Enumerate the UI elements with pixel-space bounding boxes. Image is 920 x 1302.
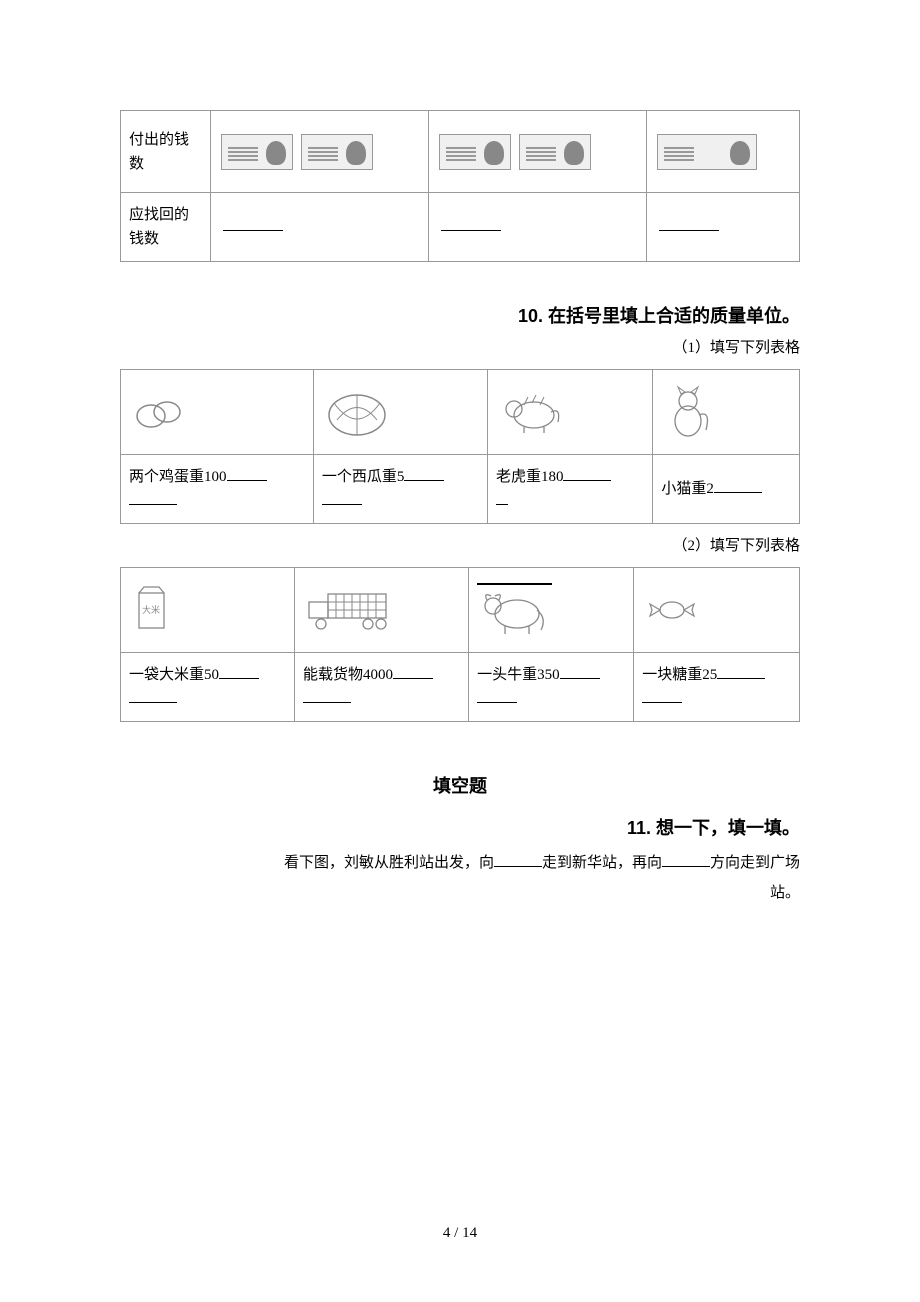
blank-input [219,664,259,679]
cell-rice-icon: 大米 [121,568,295,653]
tiger-icon [496,387,566,437]
q10-part2-label: （2）填写下列表格 [120,534,800,555]
blank-input [404,466,444,481]
cell-cow-text: 一头牛重350 [469,653,634,722]
truck-icon [303,588,393,633]
blank-input [717,664,765,679]
cell-candy-icon [634,568,800,653]
cell-cat-text: 小猫重2 [653,455,800,524]
text-prefix: 能载货物4000 [303,667,393,683]
blank-input [129,490,177,505]
cell-truck-text: 能载货物4000 [295,653,469,722]
table-row: 两个鸡蛋重100 一个西瓜重5 老虎重180 小猫重2 [121,455,800,524]
text-prefix: 两个鸡蛋重100 [129,469,227,485]
change-cell-2 [429,193,647,262]
cell-eggs-text: 两个鸡蛋重100 [121,455,314,524]
banknote-icon [657,134,757,170]
text-prefix: 一块糖重25 [642,667,717,683]
banknote-icon [519,134,591,170]
blank-input [714,478,762,493]
cell-cow-icon [469,568,634,653]
cell-watermelon-icon [313,370,487,455]
q11-body: 看下图，刘敏从胜利站出发，向 走到新华站，再向 方向走到广场 站。 [120,848,800,908]
banknote-icon [301,134,373,170]
q11-text-c: 方向走到广场 [710,855,800,871]
table-row: 大米 [121,568,800,653]
cell-eggs-icon [121,370,314,455]
q11-text-b: 走到新华站，再向 [542,855,662,871]
q11-text-a: 看下图，刘敏从胜利站出发，向 [284,855,494,871]
cell-cat-icon [653,370,800,455]
blank-input [227,466,267,481]
blank-input [496,490,508,505]
fill-section-title: 填空题 [120,772,800,798]
page-number: 4 / 14 [0,1225,920,1242]
banknote-icon [439,134,511,170]
paid-label: 付出的钱数 [121,111,211,193]
blank-input [322,490,362,505]
blank-input [223,216,283,231]
blank-input [563,466,611,481]
cow-icon [477,583,552,638]
table-row: 付出的钱数 [121,111,800,193]
candy-icon [642,596,702,624]
svg-text:大米: 大米 [142,604,160,615]
paid-cell-2 [429,111,647,193]
money-table: 付出的钱数 应找回的钱数 [120,110,800,262]
blank-input [393,664,433,679]
q10-table1: 两个鸡蛋重100 一个西瓜重5 老虎重180 小猫重2 [120,369,800,524]
q10-part1-label: （1）填写下列表格 [120,336,800,357]
eggs-icon [129,390,189,435]
change-cell-1 [211,193,429,262]
blank-input [560,664,600,679]
watermelon-icon [322,385,392,440]
blank-input [662,852,710,867]
text-prefix: 一头牛重350 [477,667,560,683]
paid-cell-1 [211,111,429,193]
q10-table2: 大米 [120,567,800,722]
blank-input [303,688,351,703]
blank-input [441,216,501,231]
cell-tiger-text: 老虎重180 [487,455,652,524]
text-prefix: 小猫重2 [661,481,714,497]
q10-heading: 10. 在括号里填上合适的质量单位。 [120,302,800,328]
change-label: 应找回的钱数 [121,193,211,262]
table-row: 一袋大米重50 能载货物4000 一头牛重350 一块糖重25 [121,653,800,722]
text-prefix: 一袋大米重50 [129,667,219,683]
cat-icon [661,385,716,440]
cell-truck-icon [295,568,469,653]
blank-input [642,688,682,703]
q11-text-tail: 站。 [770,885,800,901]
paid-cell-3 [647,111,800,193]
text-prefix: 老虎重180 [496,469,564,485]
rice-bag-icon: 大米 [129,583,174,638]
cell-rice-text: 一袋大米重50 [121,653,295,722]
blank-input [129,688,177,703]
blank-input [494,852,542,867]
blank-input [477,688,517,703]
cell-tiger-icon [487,370,652,455]
table-row [121,370,800,455]
cell-candy-text: 一块糖重25 [634,653,800,722]
change-cell-3 [647,193,800,262]
banknote-icon [221,134,293,170]
table-row: 应找回的钱数 [121,193,800,262]
cell-watermelon-text: 一个西瓜重5 [313,455,487,524]
q11-heading: 11. 想一下，填一填。 [120,814,800,840]
text-prefix: 一个西瓜重5 [322,469,405,485]
blank-input [659,216,719,231]
